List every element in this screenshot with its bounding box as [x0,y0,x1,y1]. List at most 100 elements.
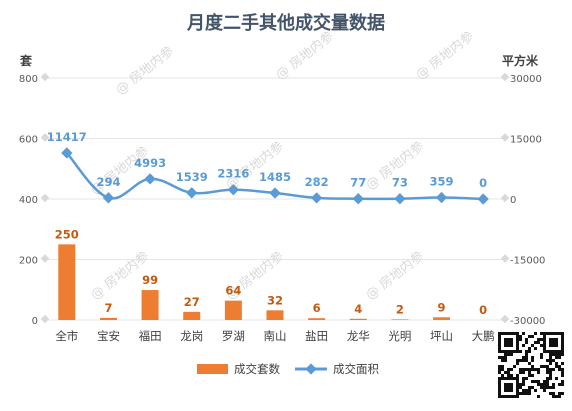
qr-module [513,350,516,353]
bar-data-label: 9 [438,300,446,314]
qr-module [510,332,513,335]
left-axis-tick: 800 [19,74,38,85]
qr-module [546,332,549,335]
qr-module [510,344,513,347]
qr-module [501,377,504,380]
qr-module [507,338,510,341]
qr-module [498,377,501,380]
bar [58,244,76,320]
qr-module [519,335,522,338]
qr-module [543,365,546,368]
right-axis-unit: 平方米 [502,53,539,68]
qr-module [507,374,510,377]
qr-module [561,338,564,341]
qr-module [561,362,564,365]
line-data-label: 4993 [134,156,166,170]
qr-module [513,365,516,368]
qr-module [498,383,501,386]
qr-module [519,383,522,386]
qr-module [561,335,564,338]
qr-module [528,350,531,353]
qr-module [519,338,522,341]
qr-module [543,389,546,392]
qr-module [561,353,564,356]
bar-data-label: 7 [104,301,112,315]
qr-module [513,395,516,398]
qr-module [507,332,510,335]
qr-module [561,371,564,374]
qr-module [537,338,540,341]
qr-module [534,380,537,383]
qr-module [501,365,504,368]
right-axis-tick: -30000 [510,316,545,327]
qr-module [558,353,561,356]
qr-module [534,389,537,392]
qr-module [552,359,555,362]
qr-module [561,380,564,383]
qr-module [537,368,540,371]
qr-module [546,377,549,380]
qr-module [501,368,504,371]
bar [183,311,201,320]
right-axis-marker [500,314,510,324]
qr-module [525,392,528,395]
qr-module [510,389,513,392]
qr-module [537,383,540,386]
left-axis-tick: 400 [19,195,38,206]
line-point [310,192,323,204]
line-data-label: 282 [305,175,329,189]
qr-module [537,341,540,344]
qr-module [549,350,552,353]
qr-module [546,365,549,368]
qr-module [504,353,507,356]
qr-module [558,368,561,371]
qr-module [498,344,501,347]
qr-module [507,368,510,371]
qr-module [543,332,546,335]
qr-module [507,353,510,356]
category-label: 全市 [55,329,78,343]
qr-module [516,386,519,389]
bar [308,318,326,320]
legend-bar-swatch [197,364,228,374]
legend-line-marker [305,363,317,375]
category-label: 龙岗 [180,329,203,343]
qr-module [513,332,516,335]
line-data-label: 2316 [217,167,249,181]
qr-module [552,368,555,371]
qr-module [507,371,510,374]
qr-module [561,341,564,344]
qr-module [555,332,558,335]
bar-data-label: 99 [142,273,158,287]
qr-module [549,377,552,380]
right-axis-marker [500,133,510,142]
category-label: 龙华 [347,329,370,343]
legend-bar-label: 成交套数 [234,362,280,376]
qr-module [549,371,552,374]
qr-module [510,341,513,344]
qr-module [540,365,543,368]
qr-module [561,368,564,371]
qr-module [510,386,513,389]
qr-module [522,332,525,335]
qr-module [504,386,507,389]
qr-module [546,386,549,389]
qr-module [528,362,531,365]
line-point [102,192,115,204]
qr-module [498,386,501,389]
qr-module [516,389,519,392]
qr-module [552,341,555,344]
qr-module [528,374,531,377]
qr-module [516,374,519,377]
line-data-label: 294 [96,175,120,189]
category-label: 盐田 [305,329,328,343]
left-axis-marker [40,314,50,324]
right-axis-tick: 30000 [510,74,542,85]
qr-module [531,368,534,371]
watermark-text: @ 房地内参 [413,28,477,83]
qr-module [507,377,510,380]
qr-module [540,386,543,389]
qr-module [561,374,564,377]
qr-module [522,359,525,362]
left-axis-marker [40,133,50,142]
